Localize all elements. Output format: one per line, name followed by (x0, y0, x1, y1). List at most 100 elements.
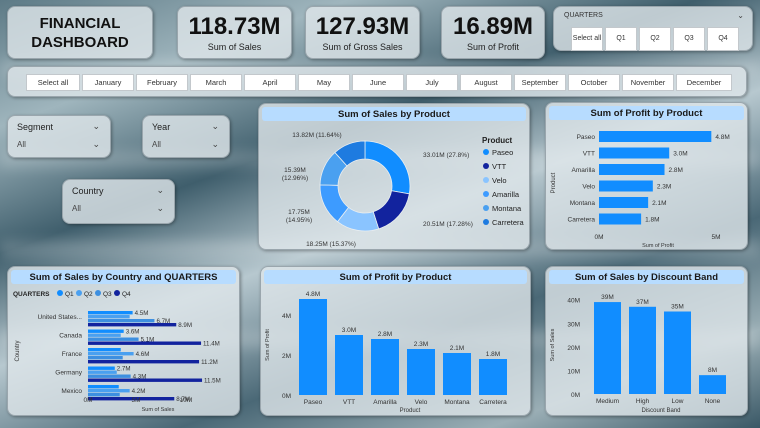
bar (371, 339, 399, 395)
legend-marker (76, 290, 82, 296)
month-option-december[interactable]: December (676, 74, 732, 91)
month-option-march[interactable]: March (190, 74, 242, 91)
segment-value[interactable]: All (17, 140, 26, 149)
legend-item: Velo (492, 176, 507, 185)
bar (407, 349, 435, 395)
y-tick-label: Montana (570, 200, 596, 207)
month-option-february[interactable]: February (136, 74, 188, 91)
x-axis-label: Product (400, 408, 421, 414)
quarter-option-q2[interactable]: Q2 (639, 27, 671, 51)
bar (88, 333, 121, 337)
bar (88, 385, 119, 389)
month-option-may[interactable]: May (298, 74, 350, 91)
x-tick-label: None (705, 398, 721, 405)
chevron-down-icon[interactable]: ⌄ (92, 139, 100, 149)
data-label: 3.6M (126, 329, 140, 336)
month-option-september[interactable]: September (514, 74, 566, 91)
y-tick-label: Amarilla (572, 167, 596, 174)
y-tick-label: Germany (55, 370, 82, 377)
data-label: 4.8M (306, 291, 320, 298)
data-label: 2.1M (450, 345, 464, 352)
chevron-down-icon[interactable]: ⌄ (211, 121, 219, 131)
kpi-label: Sum of Sales (207, 41, 262, 52)
data-label: 2.8M (378, 331, 392, 338)
month-option-june[interactable]: June (352, 74, 404, 91)
bar (629, 306, 656, 394)
bar (599, 180, 653, 192)
donut-data-label: 17.75M (288, 209, 310, 216)
bar (88, 378, 203, 382)
bar (88, 397, 175, 401)
legend-item: Q2 (84, 291, 93, 298)
country-value[interactable]: All (72, 204, 81, 213)
y-tick-label: Carretera (568, 217, 596, 224)
bar (88, 374, 131, 378)
data-label: 11.2M (201, 359, 218, 366)
kpi-value: 118.73M (188, 12, 281, 40)
y-tick-label: 0M (571, 392, 580, 399)
chevron-down-icon[interactable]: ⌄ (156, 203, 164, 213)
kpi-sum-of-sales: 118.73M Sum of Sales (177, 6, 292, 59)
bar (88, 315, 130, 319)
quarter-option-select-all[interactable]: Select all (571, 27, 603, 51)
quarters-slicer: QUARTERS ⌄ Select all Q1 Q2 Q3 Q4 (553, 6, 753, 51)
bar (599, 164, 665, 175)
data-label: 4.2M (132, 388, 146, 395)
country-label: Country (72, 186, 104, 196)
y-tick-label: 2M (282, 353, 291, 360)
chevron-down-icon[interactable]: ⌄ (737, 11, 744, 20)
donut-data-label: 20.51M (17.28%) (423, 221, 473, 228)
legend-item: Q4 (122, 291, 131, 298)
bar (88, 360, 200, 364)
bar (88, 348, 121, 352)
data-label: 5.1M (141, 337, 155, 344)
data-label: 2.1M (652, 200, 666, 207)
chart-title: Sum of Sales by Country and QUARTERS (11, 270, 236, 284)
country-slicer[interactable]: Country ⌄ All ⌄ (62, 179, 175, 224)
chevron-down-icon[interactable]: ⌄ (92, 121, 100, 131)
legend-marker (114, 290, 120, 296)
data-label: 8.9M (178, 322, 192, 329)
x-tick-label: 0M (83, 397, 92, 404)
y-tick-label: 10M (567, 368, 580, 375)
legend-item: Montana (492, 204, 522, 213)
month-option-april[interactable]: April (244, 74, 296, 91)
legend-item: Amarilla (492, 190, 520, 199)
year-slicer[interactable]: Year ⌄ All ⌄ (142, 115, 230, 158)
sales-by-discount-band-chart: 0M 10M 20M 30M 40M 39M Medium 37M High 35M Low 8M No… (550, 294, 726, 414)
month-option-select-all[interactable]: Select all (26, 74, 80, 91)
kpi-label: Sum of Profit (466, 41, 520, 52)
quarter-option-q1[interactable]: Q1 (605, 27, 637, 51)
legend-item: Q3 (103, 291, 112, 298)
x-tick-label: Carretera (479, 399, 507, 406)
bar (88, 341, 202, 345)
year-label: Year (152, 122, 171, 132)
profit-by-product-hbar: Paseo 4.8M VTT 3.0M Amarilla 2.8M Velo 2.3M Mont… (551, 131, 730, 249)
month-option-january[interactable]: January (82, 74, 134, 91)
chevron-down-icon[interactable]: ⌄ (156, 185, 164, 195)
month-option-august[interactable]: August (460, 74, 512, 91)
chevron-down-icon[interactable]: ⌄ (211, 139, 219, 149)
legend-marker (483, 177, 489, 183)
month-option-november[interactable]: November (622, 74, 674, 91)
data-label: 4.6M (136, 351, 150, 358)
year-value[interactable]: All (152, 140, 161, 149)
month-option-october[interactable]: October (568, 74, 620, 91)
quarter-option-q4[interactable]: Q4 (707, 27, 739, 51)
profit-by-product-hbar-card: Sum of Profit by Product Paseo 4.8M VTT 3.0… (545, 102, 748, 250)
x-tick-label: Montana (444, 399, 470, 406)
quarter-option-q3[interactable]: Q3 (673, 27, 705, 51)
bar (88, 319, 155, 323)
legend-marker (57, 290, 63, 296)
segment-label: Segment (17, 122, 54, 132)
legend-item: VTT (492, 162, 507, 171)
segment-slicer[interactable]: Segment ⌄ All ⌄ (7, 115, 111, 158)
y-tick-label: United States... (38, 314, 83, 321)
data-label: 2.7M (117, 366, 131, 373)
x-tick-label: 10M (180, 397, 193, 404)
sales-by-product-donut-card: Sum of Sales by Product 33.01M (27.8%) 20… (258, 103, 530, 250)
month-option-july[interactable]: July (406, 74, 458, 91)
data-label: 2.3M (657, 184, 671, 191)
sales-by-country-chart: QUARTERS Q1 Q2 Q3 Q4 United States... 4.5M 6.… (13, 290, 221, 413)
bar (88, 370, 117, 374)
